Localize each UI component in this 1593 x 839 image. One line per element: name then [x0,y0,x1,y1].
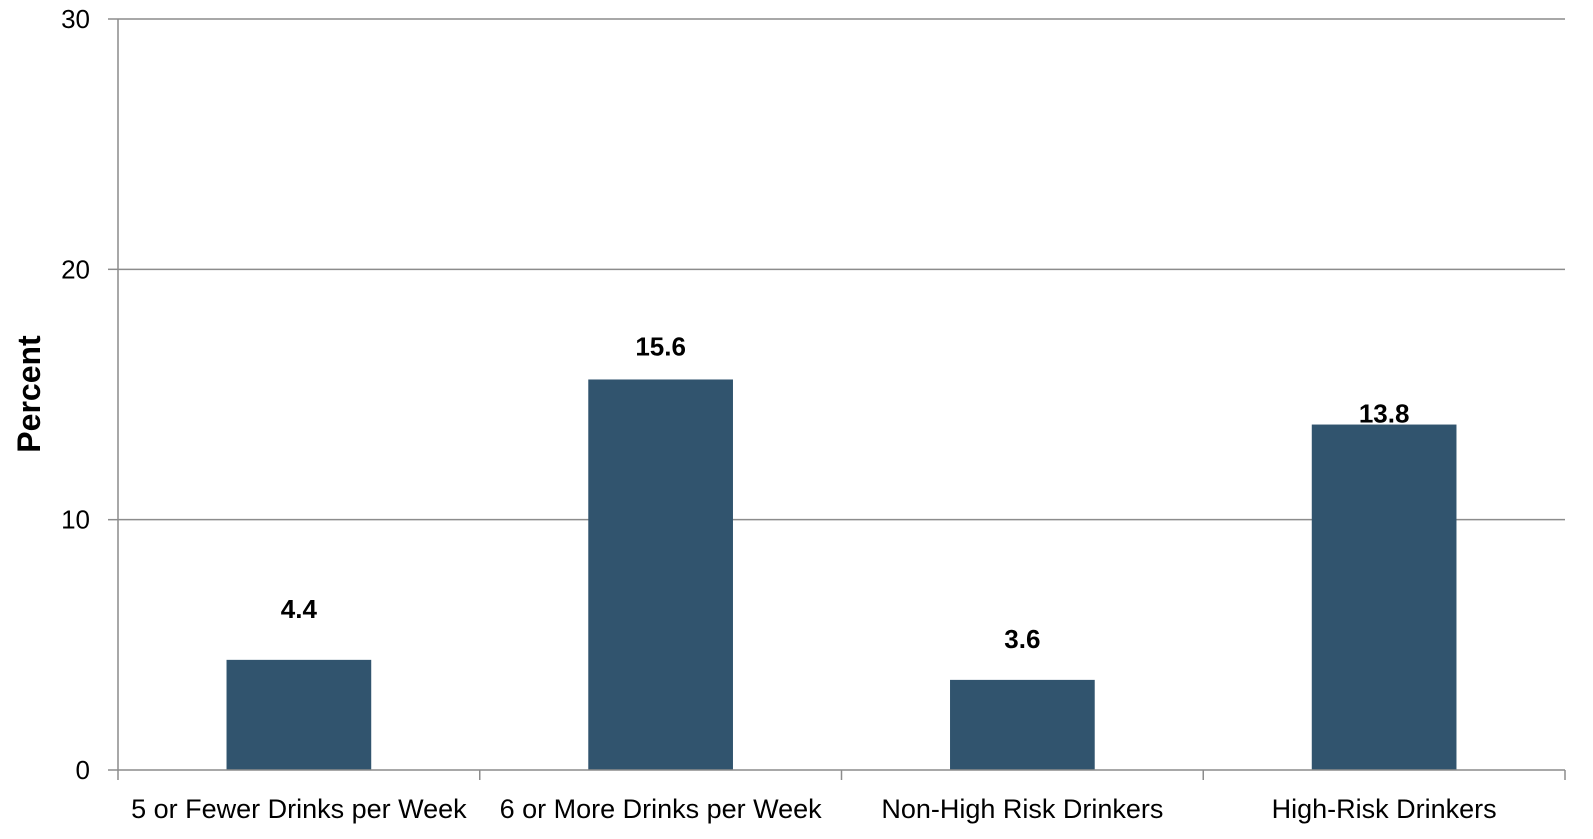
bars [226,379,1457,770]
y-tick-label: 10 [61,505,90,535]
bar [226,659,372,770]
data-label: 4.4 [281,594,318,624]
bar [1311,424,1457,770]
x-tick-label: Non-High Risk Drinkers [881,794,1163,824]
data-label: 13.8 [1359,399,1410,429]
x-tick-label: High-Risk Drinkers [1272,794,1497,824]
y-tick-label: 30 [61,4,90,34]
y-tick-label: 20 [61,254,90,284]
labels: 0 10 20 30 4.4 5 or Fewer Drinks per Week 15.6… [61,4,1497,824]
bar [950,679,1095,770]
data-label: 3.6 [1004,624,1040,654]
axes [108,18,1566,780]
data-label: 15.6 [635,331,686,361]
y-axis-label: Percent [11,335,47,453]
bar [588,379,733,770]
x-tick-label: 5 or Fewer Drinks per Week [131,794,467,824]
y-tick-label: 0 [76,755,90,785]
x-tick-label: 6 or More Drinks per Week [500,794,823,824]
